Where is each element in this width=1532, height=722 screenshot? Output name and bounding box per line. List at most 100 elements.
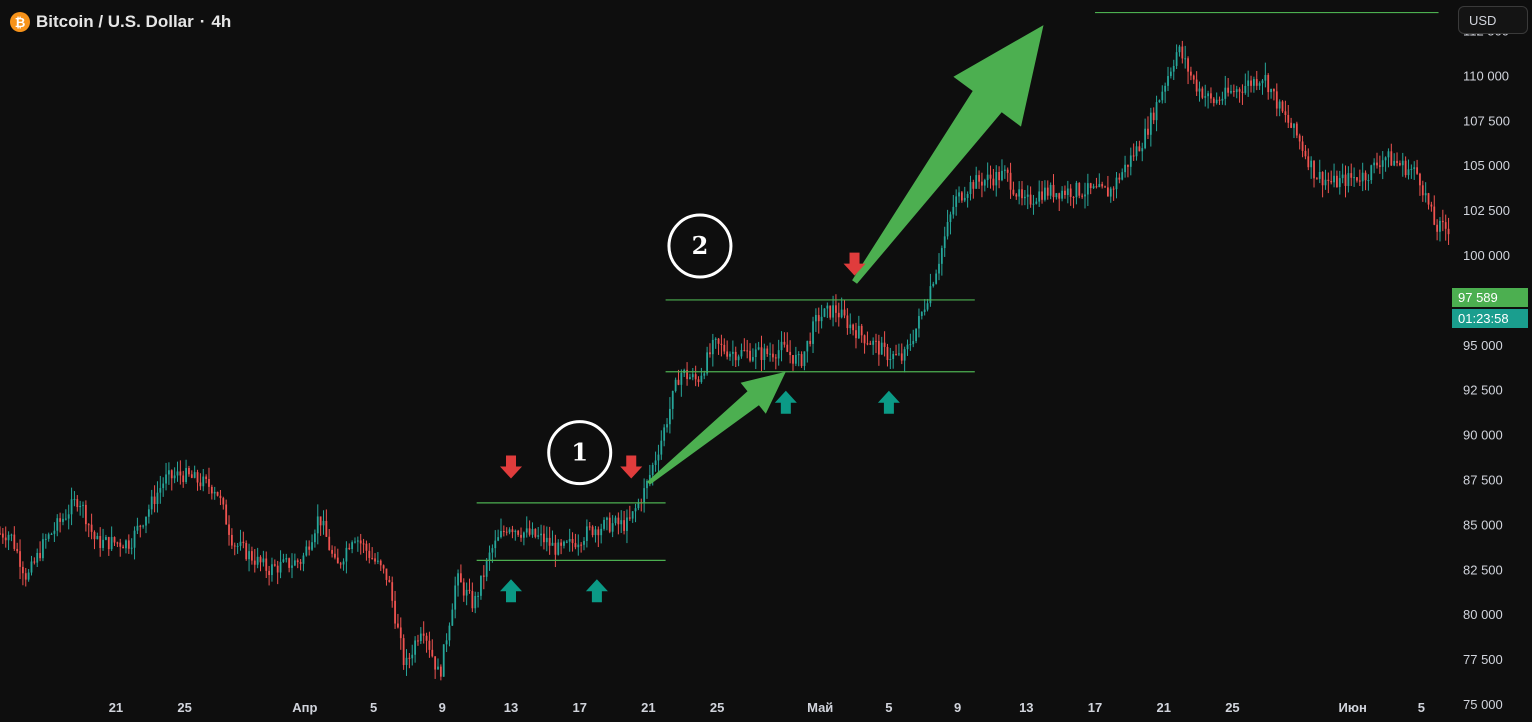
candle xyxy=(7,531,10,551)
candle xyxy=(1104,185,1106,188)
candle xyxy=(1384,156,1387,172)
candle xyxy=(1430,201,1433,212)
candle xyxy=(1,528,4,544)
candle xyxy=(354,537,356,544)
candle xyxy=(654,451,657,472)
candle xyxy=(1399,160,1401,167)
currency-button[interactable]: USD xyxy=(1458,6,1528,34)
candle xyxy=(663,424,666,447)
candle xyxy=(1424,182,1427,203)
candle xyxy=(428,631,431,658)
candle xyxy=(90,513,93,540)
candle xyxy=(282,553,285,563)
candle xyxy=(1287,104,1290,129)
symbol-header[interactable]: ₿ Bitcoin / U.S. Dollar · 4h xyxy=(10,12,231,32)
candle xyxy=(208,467,210,495)
candle xyxy=(1066,180,1069,204)
candle xyxy=(591,525,594,538)
candle xyxy=(1198,81,1201,102)
interval-label[interactable]: 4h xyxy=(211,12,232,31)
candle xyxy=(179,460,182,485)
candle xyxy=(448,622,451,647)
y-tick-label: 110 000 xyxy=(1463,68,1509,83)
candle xyxy=(1250,75,1252,93)
candle xyxy=(883,331,886,357)
candle xyxy=(1370,164,1373,184)
candle xyxy=(777,339,780,366)
candle xyxy=(99,527,102,557)
candle xyxy=(273,559,276,567)
last-price-tag: 97 589 xyxy=(1452,288,1528,308)
candle xyxy=(603,517,605,531)
down-arrow-marker-icon xyxy=(843,252,866,276)
candle xyxy=(551,530,554,546)
candle xyxy=(835,294,837,323)
candle xyxy=(1204,84,1207,107)
candle xyxy=(399,617,402,650)
candle xyxy=(646,479,648,499)
candle xyxy=(577,534,580,556)
candle xyxy=(723,338,726,355)
candle xyxy=(190,470,193,479)
candle xyxy=(809,332,812,347)
candle xyxy=(105,534,107,541)
candle xyxy=(1132,143,1135,161)
candle xyxy=(156,481,159,513)
x-tick-label: 21 xyxy=(641,700,655,715)
candle xyxy=(79,500,82,516)
candle xyxy=(525,516,528,538)
y-tick-label: 107 500 xyxy=(1463,113,1510,128)
candle xyxy=(574,533,577,550)
candle xyxy=(1210,87,1212,104)
candle xyxy=(606,516,608,531)
candle xyxy=(462,578,465,602)
candle xyxy=(517,529,520,537)
candle xyxy=(293,553,296,567)
candle xyxy=(1318,159,1321,184)
candle xyxy=(1101,181,1104,189)
candle xyxy=(860,323,863,343)
candle xyxy=(918,308,920,338)
candle xyxy=(62,513,64,526)
candle xyxy=(1058,192,1061,212)
down-arrow-marker-icon xyxy=(620,455,643,479)
candle xyxy=(1298,133,1301,150)
markers-layer xyxy=(500,252,900,603)
candle xyxy=(1313,160,1315,188)
candle xyxy=(714,337,717,349)
candle xyxy=(1158,99,1161,103)
candle xyxy=(365,540,368,561)
candle xyxy=(127,534,130,554)
candle xyxy=(253,549,256,573)
candle xyxy=(935,269,938,285)
candle xyxy=(772,344,774,362)
candle xyxy=(388,575,391,583)
candle xyxy=(608,512,611,534)
y-tick-label: 77 500 xyxy=(1463,652,1503,667)
candle xyxy=(508,527,511,535)
candle xyxy=(697,376,700,387)
candle xyxy=(840,297,843,319)
candle xyxy=(1092,183,1095,189)
candle xyxy=(1046,180,1049,200)
candle xyxy=(1338,170,1341,195)
candle xyxy=(348,543,351,551)
candle xyxy=(10,533,13,542)
candle xyxy=(760,335,763,371)
candle xyxy=(1232,84,1235,97)
candle xyxy=(437,658,439,670)
candle xyxy=(1241,84,1244,105)
candle xyxy=(554,534,557,568)
candle xyxy=(548,526,551,555)
candle xyxy=(826,302,829,318)
candle xyxy=(425,632,428,653)
candle xyxy=(33,557,36,565)
candle xyxy=(170,469,173,491)
candle xyxy=(362,538,365,554)
candle xyxy=(1376,152,1378,169)
candle xyxy=(1155,95,1158,132)
y-tick-label: 87 500 xyxy=(1463,473,1503,488)
candle xyxy=(4,526,7,548)
candle xyxy=(87,523,90,538)
